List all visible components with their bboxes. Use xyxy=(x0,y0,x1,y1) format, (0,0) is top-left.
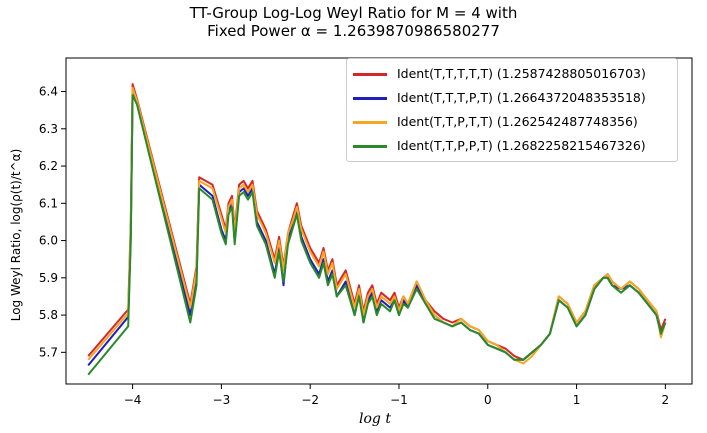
x-tick-label: 1 xyxy=(573,393,581,407)
y-tick-label: 6.3 xyxy=(39,122,58,136)
y-tick-label: 6.1 xyxy=(39,196,58,210)
legend-item: Ident(T,T,T,T,T) (1.2587428805016703) xyxy=(353,63,673,85)
legend-label: Ident(T,T,P,P,T) (1.2682258215467326) xyxy=(397,138,646,153)
y-tick-label: 5.7 xyxy=(39,345,58,359)
legend: Ident(T,T,T,T,T) (1.2587428805016703) Id… xyxy=(346,58,678,162)
x-tick-label: −3 xyxy=(213,393,231,407)
y-axis-label: Log Weyl Ratio, log(ρ(t)/t^α) xyxy=(9,148,23,322)
legend-label: Ident(T,T,P,T,T) (1.262542487748356) xyxy=(397,114,638,129)
chart-subtitle: Fixed Power α = 1.2639870986580277 xyxy=(207,22,500,40)
chart-title: TT-Group Log-Log Weyl Ratio for M = 4 wi… xyxy=(189,4,518,22)
legend-swatch xyxy=(353,97,387,100)
legend-swatch xyxy=(353,121,387,124)
y-tick-label: 6.4 xyxy=(39,85,58,99)
x-tick-label: −1 xyxy=(390,393,408,407)
legend-item: Ident(T,T,P,P,T) (1.2682258215467326) xyxy=(353,135,673,157)
y-tick-label: 5.8 xyxy=(39,308,58,322)
x-tick-label: 2 xyxy=(662,393,670,407)
y-axis: 5.7 5.8 5.9 6.0 6.1 6.2 6.3 6.4 xyxy=(39,85,66,359)
x-tick-label: −4 xyxy=(124,393,142,407)
y-tick-label: 5.9 xyxy=(39,271,58,285)
x-axis-label: log t xyxy=(359,411,391,427)
x-tick-label: −2 xyxy=(301,393,319,407)
legend-item: Ident(T,T,T,P,T) (1.2664372048353518) xyxy=(353,87,673,109)
legend-label: Ident(T,T,T,P,T) (1.2664372048353518) xyxy=(397,90,646,105)
legend-item: Ident(T,T,P,T,T) (1.262542487748356) xyxy=(353,111,673,133)
series-layer xyxy=(87,83,667,376)
y-tick-label: 6.2 xyxy=(39,159,58,173)
x-tick-label: 0 xyxy=(484,393,492,407)
series-line-3 xyxy=(87,94,667,376)
legend-swatch xyxy=(353,145,387,148)
legend-label: Ident(T,T,T,T,T) (1.2587428805016703) xyxy=(397,66,646,81)
legend-swatch xyxy=(353,73,387,76)
x-axis: −4 −3 −2 −1 0 1 2 xyxy=(124,384,669,407)
y-tick-label: 6.0 xyxy=(39,234,58,248)
